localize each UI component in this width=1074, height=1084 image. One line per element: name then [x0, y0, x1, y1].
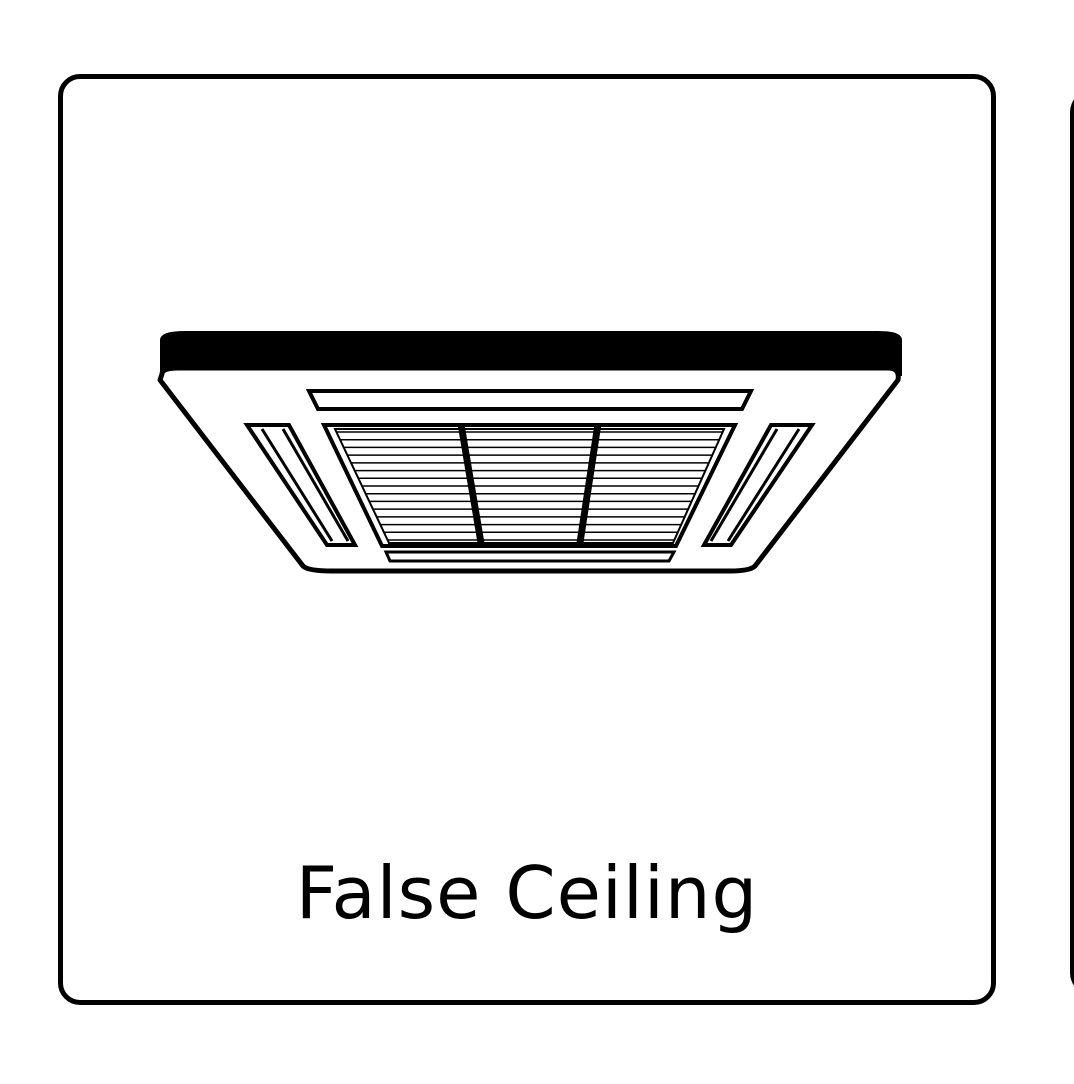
- category-tile-next-partial[interactable]: [1070, 90, 1074, 995]
- tile-label: False Ceiling: [295, 851, 759, 935]
